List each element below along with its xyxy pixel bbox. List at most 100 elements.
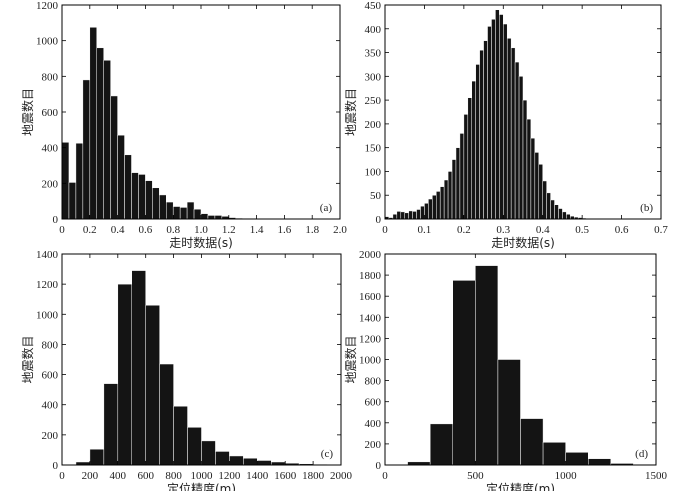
- histogram-bar: [514, 61, 520, 220]
- histogram-bar: [408, 210, 413, 220]
- histogram-bar: [214, 215, 223, 220]
- histogram-panel-4: 0 500 1000 1500 0 200 400 600 800 1000 1200 1400 160…: [343, 249, 668, 491]
- histogram-bar: [166, 201, 174, 220]
- histogram-bar: [179, 207, 188, 220]
- x-tick-label: 0.7: [654, 224, 668, 236]
- panel-label: (a): [320, 202, 333, 214]
- histogram-bar: [152, 187, 160, 220]
- x-tick-label: 500: [467, 470, 484, 482]
- x-tick-label: 2000: [330, 470, 353, 482]
- y-tick-label: 1400: [359, 312, 382, 324]
- histogram-bar: [82, 79, 91, 220]
- histogram-bar: [200, 213, 209, 220]
- x-tick-label: 400: [110, 470, 127, 482]
- histogram-bar: [487, 26, 492, 220]
- histogram-bar: [518, 76, 524, 220]
- histogram-bar: [447, 171, 453, 220]
- y-tick-label: 300: [365, 71, 382, 83]
- histogram-bar: [459, 133, 465, 220]
- histogram-bar: [475, 265, 499, 466]
- y-axis-label: 地震数目: [343, 335, 358, 383]
- y-tick-label: 200: [42, 430, 59, 442]
- histogram-bar: [550, 199, 555, 220]
- x-tick-label: 0.6: [615, 224, 629, 236]
- histogram-bar: [455, 147, 461, 220]
- y-tick-label: 0: [376, 214, 382, 226]
- histogram-bar: [428, 198, 433, 220]
- histogram-bar: [475, 64, 480, 220]
- histogram-bar: [138, 174, 146, 220]
- x-tick-label: 1000: [191, 470, 214, 482]
- x-tick-label: 600: [137, 470, 154, 482]
- y-tick-label: 200: [365, 439, 382, 451]
- x-tick-label: 1600: [274, 470, 297, 482]
- histogram-bar: [75, 142, 84, 220]
- y-tick-label: 1200: [36, 279, 59, 291]
- histogram-bar: [400, 211, 405, 220]
- histogram-bar: [452, 280, 476, 466]
- y-tick-label: 0: [53, 214, 59, 226]
- y-tick-label: 200: [42, 178, 59, 190]
- x-tick-label: 0: [59, 470, 65, 482]
- histogram-bar: [538, 164, 543, 220]
- y-tick-label: 400: [42, 400, 59, 412]
- histogram-bar: [526, 118, 532, 220]
- histogram-bar: [530, 137, 536, 220]
- x-tick-label: 0: [382, 470, 388, 482]
- x-axis-label: 定位精度(m): [486, 481, 555, 491]
- y-tick-label: 400: [365, 24, 382, 36]
- x-tick-label: 0.2: [83, 224, 97, 236]
- x-axis-label: 定位精度(m): [167, 481, 236, 491]
- histogram-bar: [520, 418, 544, 466]
- histogram-bar: [483, 40, 488, 220]
- histogram-bar: [503, 23, 508, 220]
- histogram-bar: [588, 458, 612, 466]
- y-tick-label: 1600: [359, 291, 382, 303]
- histogram-bar: [173, 405, 188, 466]
- y-tick-label: 100: [365, 166, 382, 178]
- histogram-bar: [429, 423, 454, 466]
- x-tick-label: 1500: [645, 470, 668, 482]
- x-tick-label: 1000: [555, 470, 578, 482]
- y-tick-label: 1000: [36, 309, 59, 321]
- histogram-bar: [201, 440, 216, 466]
- histogram-bar: [554, 204, 559, 220]
- panel-label: (b): [640, 202, 653, 214]
- y-tick-label: 800: [42, 339, 59, 351]
- x-tick-label: 2.0: [333, 224, 347, 236]
- histogram-bar: [495, 9, 500, 220]
- histogram-bar: [215, 451, 230, 466]
- histogram-bar: [506, 38, 512, 220]
- histogram-bar: [172, 206, 181, 220]
- y-tick-label: 800: [42, 71, 59, 83]
- x-tick-label: 0.6: [139, 224, 153, 236]
- x-tick-label: 0: [59, 224, 65, 236]
- x-axis-label: 走时数据(s): [169, 235, 233, 250]
- histogram-bar: [117, 134, 125, 220]
- y-tick-label: 350: [365, 48, 382, 60]
- histogram-bar: [145, 180, 153, 220]
- histogram-bar: [562, 211, 567, 220]
- x-tick-label: 1400: [246, 470, 269, 482]
- y-tick-label: 1800: [359, 270, 382, 282]
- x-tick-label: 0.4: [536, 224, 550, 236]
- y-tick-label: 0: [376, 460, 382, 472]
- x-tick-label: 0.2: [457, 224, 471, 236]
- y-tick-label: 600: [42, 107, 59, 119]
- histogram-bar: [392, 213, 398, 220]
- y-tick-label: 0: [53, 460, 59, 472]
- histogram-bar: [186, 201, 195, 220]
- histogram-bar: [510, 47, 516, 220]
- histogram-bar: [103, 60, 111, 220]
- x-tick-label: 1800: [302, 470, 325, 482]
- y-tick-label: 600: [365, 397, 382, 409]
- y-tick-label: 600: [42, 370, 59, 382]
- x-tick-label: 0.1: [418, 224, 432, 236]
- histogram-bar: [131, 270, 146, 466]
- x-tick-label: 0.4: [111, 224, 125, 236]
- histogram-bar: [61, 142, 70, 220]
- histogram-bar: [257, 460, 272, 466]
- histogram-bar: [89, 448, 105, 466]
- histogram-bar: [436, 191, 441, 220]
- histogram-bar: [443, 179, 449, 220]
